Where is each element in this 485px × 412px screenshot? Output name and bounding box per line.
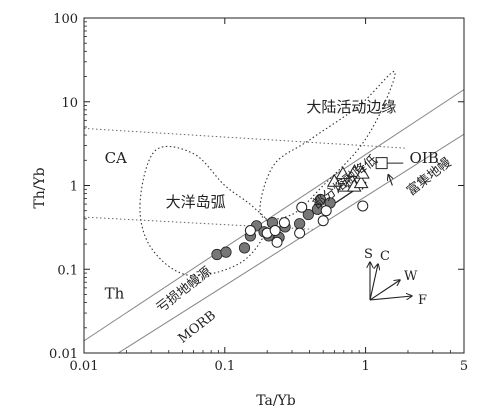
y-tick-label: 10 [61,96,78,111]
vector-label: C [380,249,390,264]
vector-label: F [418,293,427,308]
annotation-label: OIB [409,149,438,167]
point-open-square [375,157,388,170]
active-margin-field [259,70,396,220]
point-open-triangle [353,175,369,189]
point-filled-circle [220,246,232,258]
point-open-triangle [335,166,351,180]
point-open-circle [296,201,308,213]
point-open-triangle [326,173,342,187]
point-open-circle [278,217,290,229]
y-tick-label: 0.01 [49,347,78,362]
vector-label: S [364,247,373,262]
y-tick-label: 1 [70,180,78,195]
vector-arrow [369,296,412,301]
point-open-circle [320,205,332,217]
annotation-label: 大陆活动边缘 [306,98,396,116]
vector-arrow [369,280,400,301]
point-filled-circle [294,218,306,230]
point-open-circle [357,200,369,212]
y-tick-label: 0.1 [57,263,78,278]
point-open-circle [271,236,283,248]
vector-arrow [369,264,378,301]
point-filled-circle [302,208,314,221]
point-open-circle [317,215,329,227]
x-tick-label: 1 [361,359,369,374]
x-tick-label: 5 [460,359,468,374]
enriched-mantle-arrow [388,175,392,186]
annotation-label: 亏损地幔源 [154,264,214,316]
point-filled-circle [314,193,327,206]
vector-label: W [404,269,418,284]
annotation-label: 大洋岛弧 [166,193,226,211]
x-tick-label: 0.01 [70,359,99,374]
axis-ticks: 0.01 0.1 1 5 0.01 0.1 1 10 100 [49,12,468,374]
point-open-triangle [347,163,362,177]
y-tick-label: 100 [53,12,78,27]
point-open-circle [294,227,306,239]
annotation-label: 部分熔融降低 [310,153,381,213]
point-filled-circle [238,242,251,254]
point-open-triangle [355,165,370,179]
point-open-circle [244,225,256,237]
x-axis-label: Ta/Yb [256,393,296,409]
point-open-circle [269,225,281,237]
annotation-label: Th [105,284,125,302]
y-axis-label: Th/Yb [32,167,48,208]
annotation-label: MORB [176,308,219,346]
ca-boundary [84,127,405,149]
annotation-label: CA [105,149,127,167]
data-points [211,157,388,261]
process-vectors: S CWF [364,247,427,308]
mantle-array-upper [84,89,464,342]
x-tick-label: 0.1 [214,359,235,374]
mantle-array-lower [117,133,464,353]
